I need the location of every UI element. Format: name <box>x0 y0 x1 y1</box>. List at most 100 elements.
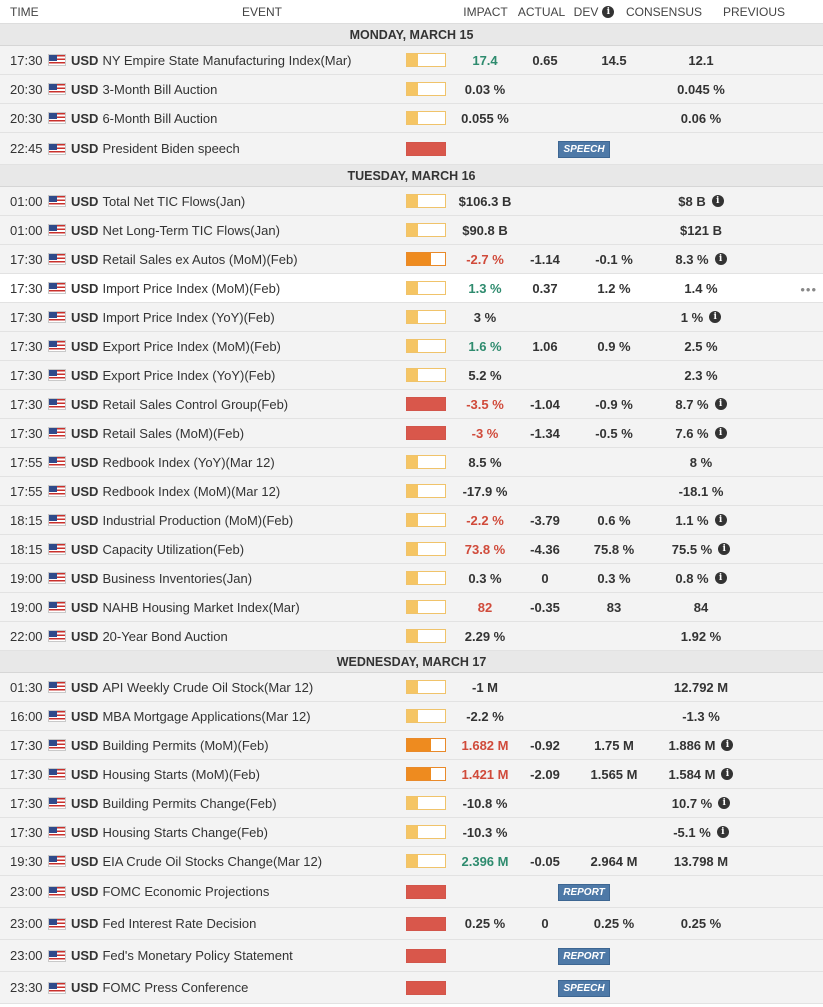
event-name[interactable]: 3-Month Bill Auction <box>102 81 218 97</box>
event-cell[interactable]: USD Retail Sales (MoM)(Feb) <box>44 426 404 441</box>
event-name[interactable]: NY Empire State Manufacturing Index(Mar) <box>102 52 352 68</box>
table-row[interactable]: 16:00 USD MBA Mortgage Applications(Mar 12… <box>0 702 823 731</box>
table-row[interactable]: 20:30 USD 3-Month Bill Auction 0.03 % 0.045 … <box>0 75 823 104</box>
event-name[interactable]: Export Price Index (YoY)(Feb) <box>102 367 276 383</box>
event-name[interactable]: FOMC Economic Projections <box>102 884 270 899</box>
event-cell[interactable]: USD Total Net TIC Flows(Jan) <box>44 194 404 209</box>
event-name[interactable]: FOMC Press Conference <box>102 980 249 995</box>
table-row[interactable]: 23:30 USD FOMC Press Conference SPEECH <box>0 972 823 1004</box>
col-actual[interactable]: ACTUAL <box>517 4 566 19</box>
event-name[interactable]: Business Inventories(Jan) <box>102 570 253 586</box>
table-row[interactable]: 23:00 USD Fed's Monetary Policy Statement R… <box>0 940 823 972</box>
event-cell[interactable]: USD Net Long-Term TIC Flows(Jan) <box>44 223 404 238</box>
event-cell[interactable]: USD Export Price Index (YoY)(Feb) <box>44 368 404 383</box>
table-row[interactable]: 19:30 USD EIA Crude Oil Stocks Change(Mar … <box>0 847 823 876</box>
info-icon[interactable]: i <box>718 797 731 809</box>
event-name[interactable]: NAHB Housing Market Index(Mar) <box>102 599 300 615</box>
table-row[interactable]: 22:00 USD 20-Year Bond Auction 2.29 % 1.92 % <box>0 622 823 651</box>
table-row[interactable]: 19:00 USD Business Inventories(Jan) 0.3 % 0 0… <box>0 564 823 593</box>
table-row[interactable]: 17:30 USD Retail Sales Control Group(Feb) -… <box>0 390 823 419</box>
info-icon[interactable]: i <box>714 398 727 410</box>
event-name[interactable]: Import Price Index (MoM)(Feb) <box>102 280 281 296</box>
info-icon[interactable]: i <box>721 739 734 751</box>
event-cell[interactable]: USD API Weekly Crude Oil Stock(Mar 12) <box>44 680 404 695</box>
event-cell[interactable]: USD NAHB Housing Market Index(Mar) <box>44 600 404 615</box>
table-row[interactable]: 17:30 USD Export Price Index (MoM)(Feb) 1.6… <box>0 332 823 361</box>
event-cell[interactable]: USD 20-Year Bond Auction <box>44 629 404 644</box>
event-name[interactable]: President Biden speech <box>102 141 240 156</box>
event-name[interactable]: 20-Year Bond Auction <box>102 628 228 644</box>
dev-info-icon[interactable]: i <box>602 5 615 18</box>
table-row[interactable]: 01:00 USD Net Long-Term TIC Flows(Jan) $90.… <box>0 216 823 245</box>
event-cell[interactable]: USD Housing Starts Change(Feb) <box>44 825 404 840</box>
info-icon[interactable]: i <box>721 768 734 780</box>
event-cell[interactable]: USD Fed Interest Rate Decision <box>44 916 404 931</box>
col-impact[interactable]: IMPACT <box>463 4 508 19</box>
col-dev[interactable]: DEV i <box>570 5 618 19</box>
event-cell[interactable]: USD Import Price Index (MoM)(Feb) <box>44 281 404 296</box>
event-name[interactable]: Total Net TIC Flows(Jan) <box>102 193 246 209</box>
col-event[interactable]: EVENT <box>241 4 282 19</box>
table-row[interactable]: 18:15 USD Industrial Production (MoM)(Feb)… <box>0 506 823 535</box>
table-row[interactable]: 23:00 USD Fed Interest Rate Decision 0.25 %… <box>0 908 823 940</box>
table-row[interactable]: 17:30 USD Import Price Index (YoY)(Feb) 3 %… <box>0 303 823 332</box>
table-row[interactable]: 19:00 USD NAHB Housing Market Index(Mar) 82… <box>0 593 823 622</box>
event-cell[interactable]: USD NY Empire State Manufacturing Index(M… <box>44 53 404 68</box>
report-badge[interactable]: REPORT <box>558 947 610 965</box>
table-row[interactable]: 17:30 USD Housing Starts Change(Feb) -10.3 … <box>0 818 823 847</box>
event-name[interactable]: Building Permits (MoM)(Feb) <box>102 737 269 753</box>
table-row[interactable]: 20:30 USD 6-Month Bill Auction 0.055 % 0.06 … <box>0 104 823 133</box>
table-row[interactable]: 17:30 USD Housing Starts (MoM)(Feb) 1.421 M… <box>0 760 823 789</box>
table-row[interactable]: 22:45 USD President Biden speech SPEECH <box>0 133 823 165</box>
event-name[interactable]: Retail Sales Control Group(Feb) <box>102 396 289 412</box>
event-cell[interactable]: USD President Biden speech <box>44 141 404 156</box>
event-name[interactable]: Housing Starts (MoM)(Feb) <box>102 766 260 782</box>
table-row[interactable]: 17:55 USD Redbook Index (MoM)(Mar 12) -17.9… <box>0 477 823 506</box>
event-name[interactable]: Redbook Index (MoM)(Mar 12) <box>102 483 281 499</box>
event-name[interactable]: 6-Month Bill Auction <box>102 110 218 126</box>
event-name[interactable]: Capacity Utilization(Feb) <box>102 541 245 557</box>
event-name[interactable]: Redbook Index (YoY)(Mar 12) <box>102 454 275 470</box>
col-consensus[interactable]: CONSENSUS <box>625 4 702 19</box>
event-cell[interactable]: USD Business Inventories(Jan) <box>44 571 404 586</box>
event-name[interactable]: Industrial Production (MoM)(Feb) <box>102 512 294 528</box>
event-name[interactable]: Building Permits Change(Feb) <box>102 795 277 811</box>
table-row[interactable]: 17:30 USD Retail Sales (MoM)(Feb) -3 % -1.34… <box>0 419 823 448</box>
event-cell[interactable]: USD Building Permits Change(Feb) <box>44 796 404 811</box>
event-cell[interactable]: USD 3-Month Bill Auction <box>44 82 404 97</box>
col-time[interactable]: TIME <box>10 4 39 19</box>
info-icon[interactable]: i <box>714 427 727 439</box>
more-options-icon[interactable]: ••• <box>800 282 817 297</box>
event-name[interactable]: Retail Sales ex Autos (MoM)(Feb) <box>102 251 298 267</box>
event-name[interactable]: Net Long-Term TIC Flows(Jan) <box>102 222 280 238</box>
info-icon[interactable]: i <box>716 826 729 838</box>
event-name[interactable]: Fed Interest Rate Decision <box>102 916 257 931</box>
event-cell[interactable]: USD Capacity Utilization(Feb) <box>44 542 404 557</box>
table-row[interactable]: 17:30 USD Export Price Index (YoY)(Feb) 5.2… <box>0 361 823 390</box>
speech-badge[interactable]: SPEECH <box>558 979 610 997</box>
event-cell[interactable]: USD 6-Month Bill Auction <box>44 111 404 126</box>
table-row[interactable]: 17:30 USD Building Permits Change(Feb) -10.… <box>0 789 823 818</box>
table-row[interactable]: 17:30 USD NY Empire State Manufacturing In… <box>0 46 823 75</box>
info-icon[interactable]: i <box>709 311 722 323</box>
event-cell[interactable]: USD Retail Sales ex Autos (MoM)(Feb) <box>44 252 404 267</box>
event-cell[interactable]: USD Housing Starts (MoM)(Feb) <box>44 767 404 782</box>
event-name[interactable]: Export Price Index (MoM)(Feb) <box>102 338 281 354</box>
report-badge[interactable]: REPORT <box>558 883 610 901</box>
event-name[interactable]: Import Price Index (YoY)(Feb) <box>102 309 275 325</box>
table-row[interactable]: 18:15 USD Capacity Utilization(Feb) 73.8 % -… <box>0 535 823 564</box>
event-cell[interactable]: USD FOMC Press Conference <box>44 980 404 995</box>
event-name[interactable]: Fed's Monetary Policy Statement <box>102 948 293 963</box>
table-row[interactable]: 23:00 USD FOMC Economic Projections REPORT <box>0 876 823 908</box>
event-cell[interactable]: USD Export Price Index (MoM)(Feb) <box>44 339 404 354</box>
info-icon[interactable]: i <box>718 543 731 555</box>
event-cell[interactable]: USD Redbook Index (YoY)(Mar 12) <box>44 455 404 470</box>
table-row[interactable]: 01:30 USD API Weekly Crude Oil Stock(Mar 1… <box>0 673 823 702</box>
table-row[interactable]: 17:30 USD Retail Sales ex Autos (MoM)(Feb)… <box>0 245 823 274</box>
info-icon[interactable]: i <box>714 514 727 526</box>
info-icon[interactable]: i <box>714 253 727 265</box>
event-cell[interactable]: USD Fed's Monetary Policy Statement <box>44 948 404 963</box>
info-icon[interactable]: i <box>714 572 727 584</box>
table-row[interactable]: 17:30 USD Building Permits (MoM)(Feb) 1.682… <box>0 731 823 760</box>
event-cell[interactable]: USD EIA Crude Oil Stocks Change(Mar 12) <box>44 854 404 869</box>
